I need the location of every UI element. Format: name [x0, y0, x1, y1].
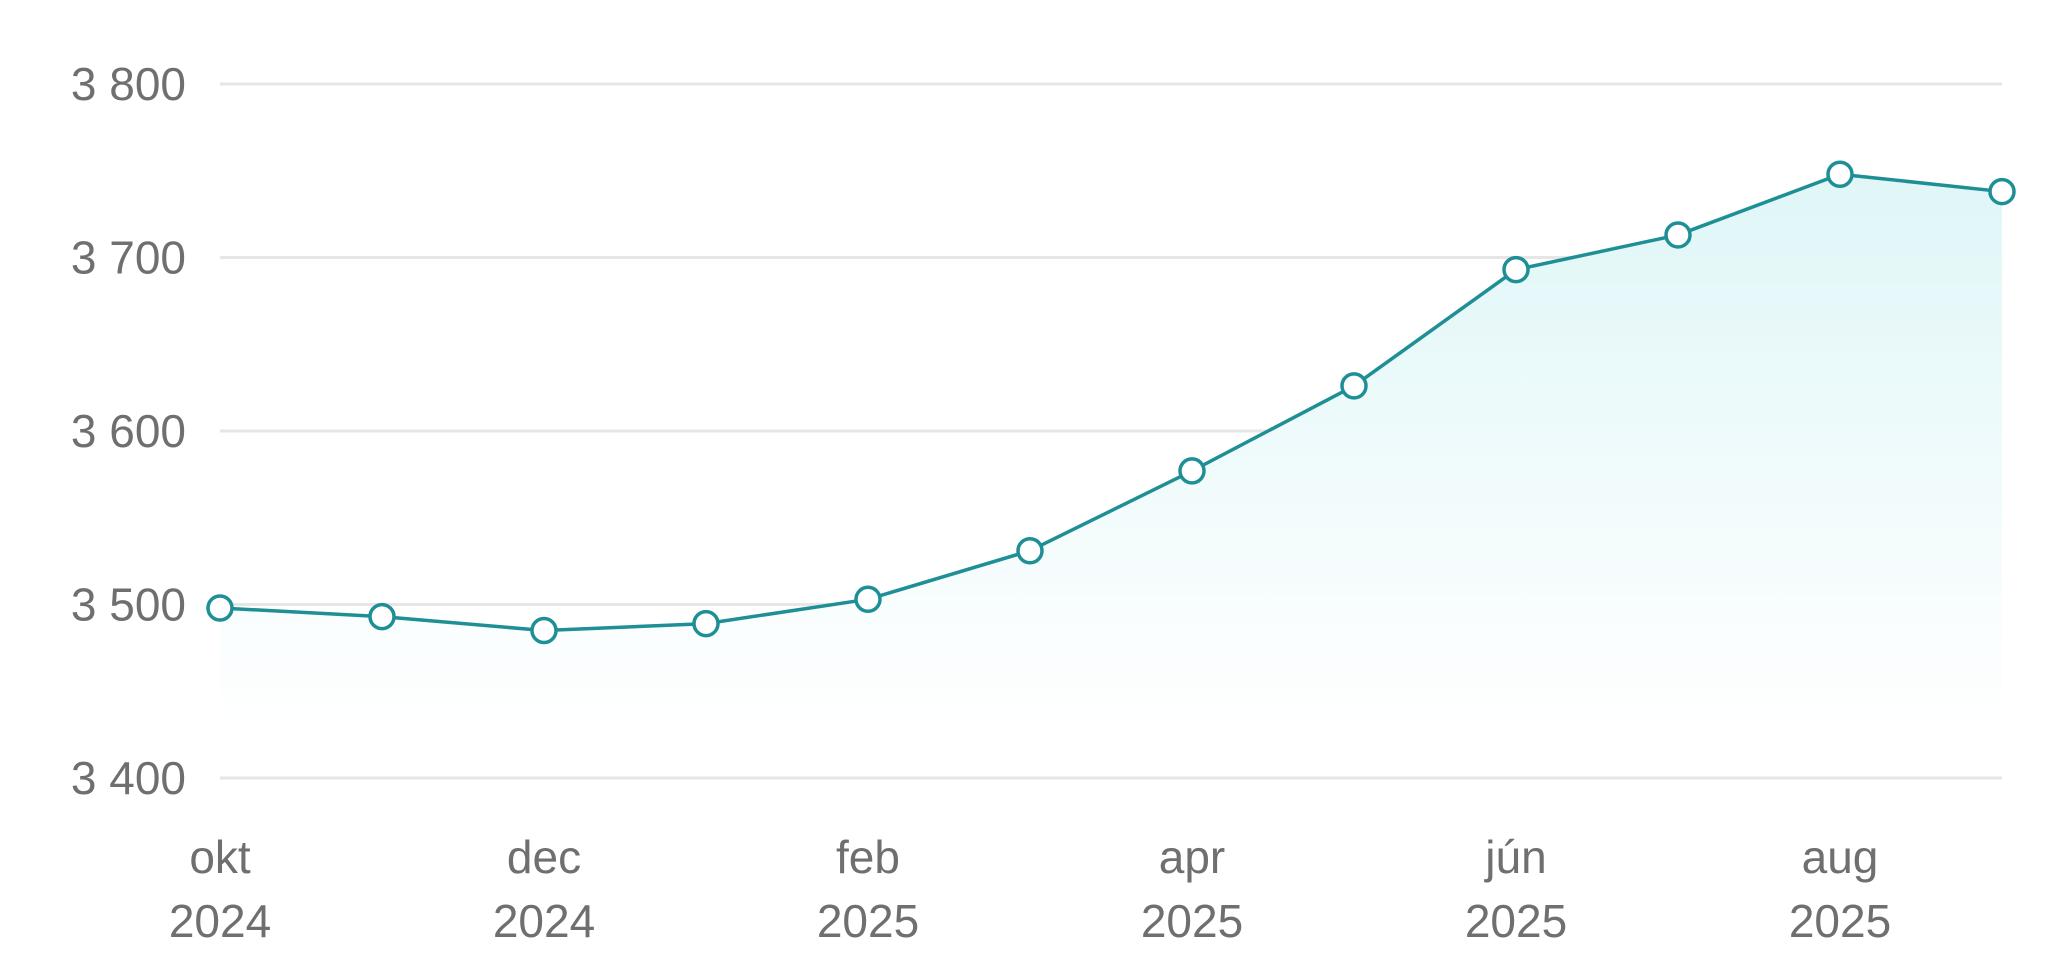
- data-point: [368, 602, 396, 631]
- x-tick-label-year: 2025: [1141, 895, 1243, 947]
- data-point: [1826, 160, 1854, 188]
- y-tick-label: 3 700: [71, 232, 186, 284]
- y-tick-label: 3 600: [71, 405, 186, 457]
- data-point: [530, 616, 558, 645]
- data-point: [1664, 221, 1692, 249]
- area-fill: [220, 174, 2002, 729]
- area-layer: [220, 174, 2002, 729]
- x-tick-label-year: 2025: [1465, 895, 1567, 947]
- data-point: [1016, 536, 1044, 565]
- data-point: [692, 609, 720, 638]
- series-line: [219, 172, 2003, 633]
- point-layer: [206, 160, 2016, 645]
- x-tick-label-month: apr: [1159, 831, 1225, 883]
- x-tick-label-month: okt: [189, 831, 251, 883]
- x-tick-label-month: feb: [836, 831, 900, 883]
- x-axis-labels: okt 2024 dec 2024 feb 2025 apr 2025 jún 2025 aug 20…: [169, 831, 1891, 947]
- x-tick-label-month: jún: [1483, 831, 1546, 883]
- y-tick-label: 3 800: [71, 58, 186, 110]
- y-tick-label: 3 500: [71, 579, 186, 631]
- data-point: [1340, 372, 1368, 400]
- data-point: [206, 594, 234, 622]
- data-point: [1502, 255, 1530, 284]
- y-tick-label: 3 400: [71, 752, 186, 804]
- x-tick-label-year: 2024: [169, 895, 271, 947]
- x-tick-label-year: 2024: [493, 895, 595, 947]
- x-tick-label-month: aug: [1802, 831, 1879, 883]
- x-tick-label-year: 2025: [1789, 895, 1891, 947]
- x-tick-label-month: dec: [507, 831, 581, 883]
- y-axis-labels: 3 400 3 500 3 600 3 700 3 800: [71, 58, 186, 804]
- data-point: [1178, 457, 1206, 485]
- data-point: [1988, 177, 2016, 206]
- data-point: [854, 585, 882, 614]
- line-layer: [219, 172, 2003, 633]
- x-tick-label-year: 2025: [817, 895, 919, 947]
